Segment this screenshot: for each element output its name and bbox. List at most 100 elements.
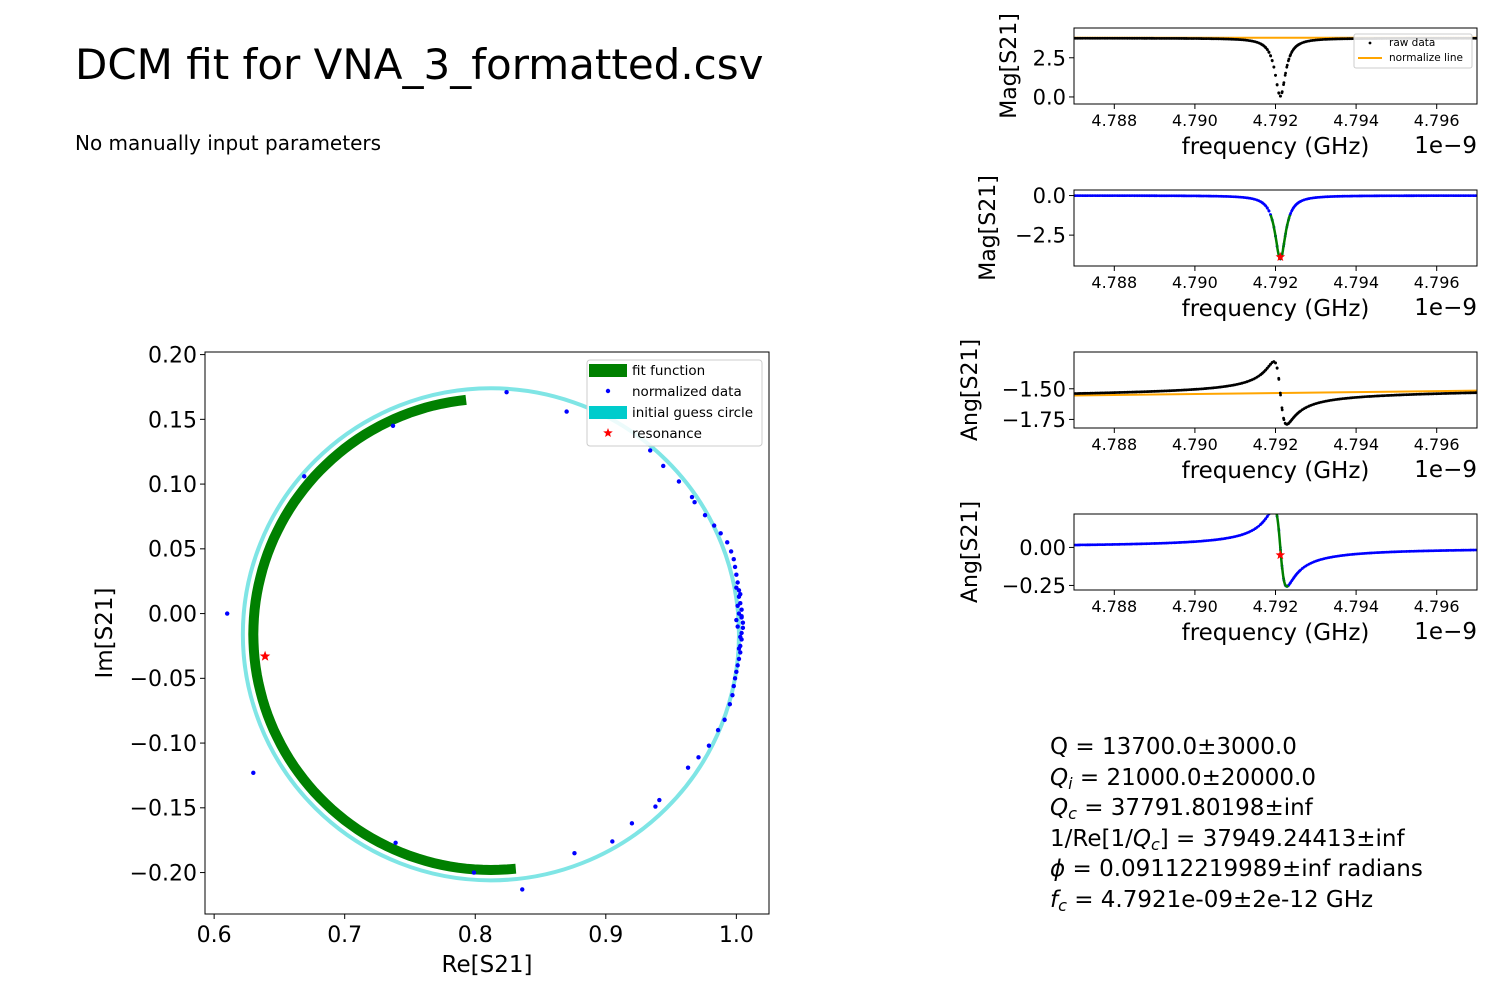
normalized-data-point [564, 409, 569, 414]
normalized-data-point [657, 797, 662, 803]
normalized-data-point [736, 646, 742, 651]
normalized-data-point [734, 585, 739, 590]
normalized-data-point [702, 512, 708, 518]
normalized-data-point [504, 389, 509, 395]
y-tick-label: 0.20 [148, 344, 197, 369]
y-axis-label: Im[S21] [92, 587, 118, 678]
y-tick-label: 2.5 [1033, 46, 1066, 70]
normalized-data-point [732, 676, 738, 681]
x-axis-label: Re[S21] [442, 952, 533, 978]
mag_raw-data-point [1272, 65, 1276, 69]
x-tick-label: 4.792 [1253, 597, 1299, 616]
ang_raw-data-point [1274, 361, 1277, 365]
result-qc: Qc = 37791.80198±inf [1050, 795, 1313, 823]
ang_norm-data-point [1261, 520, 1265, 524]
normalized-data-point [685, 765, 691, 770]
y-tick-label: −0.25 [1002, 574, 1066, 598]
mag_raw-data-point [1288, 54, 1292, 58]
mag_raw-data-point [1298, 42, 1302, 46]
mag_raw-data-point [1285, 65, 1289, 69]
ang_norm-data-point [1290, 579, 1294, 583]
x-tick-label: 4.796 [1414, 111, 1460, 130]
y-tick-label: 0.0 [1033, 86, 1066, 110]
mag_norm-data-point [1291, 206, 1295, 210]
x-axis-label: frequency (GHz) [1182, 134, 1370, 160]
ang_norm-fit-line [1275, 514, 1290, 588]
figure-subtitle: No manually input parameters [75, 131, 382, 155]
normalized-data-point [722, 717, 727, 722]
x-tick-label: 0.9 [588, 923, 623, 948]
normalized-data-point [735, 580, 740, 585]
result-q: Q = 13700.0±3000.0 [1050, 734, 1297, 760]
result-qi: Qi = 21000.0±20000.0 [1050, 764, 1316, 793]
normalized-data-point [731, 683, 736, 689]
ang_norm-data-point [1274, 509, 1277, 512]
y-tick-label: −0.20 [130, 861, 197, 886]
mag_raw-data-point [1274, 73, 1277, 77]
y-tick-label: 0.15 [148, 408, 197, 433]
iq-frame [204, 351, 770, 915]
ang_raw-data-point [1298, 410, 1302, 414]
mag-raw-legend-box [1353, 33, 1473, 69]
mag_raw-data-point [1291, 48, 1295, 52]
normalized-data-point [731, 556, 736, 562]
ang_raw-data-point [1266, 366, 1269, 370]
y-tick-label: −1.50 [1002, 377, 1066, 401]
mag_raw-data-point [1278, 94, 1282, 98]
x-axis-label: frequency (GHz) [1182, 620, 1370, 646]
x-tick-label: 4.792 [1253, 111, 1299, 130]
y-tick-label: −0.15 [130, 797, 197, 822]
y-tick-label: 0.05 [148, 538, 197, 563]
ang_norm-data-point [1293, 574, 1297, 578]
y-axis-label: Ang[S21] [958, 339, 983, 441]
ang_raw-data-point [1278, 391, 1282, 395]
mag_norm-data-point [1298, 200, 1302, 204]
y-tick-label: 0.00 [1019, 536, 1066, 560]
mag_raw-data-point [1264, 46, 1268, 50]
ang_raw-data-point [1288, 420, 1292, 424]
ang_norm-data-point [1264, 517, 1268, 520]
legend-raw-swatch [1368, 41, 1372, 45]
x-tick-label: 4.790 [1172, 273, 1218, 292]
legend-label: resonance [632, 426, 702, 442]
normalized-data-point [689, 494, 695, 500]
normalized-data-point [739, 607, 744, 612]
ang_norm-data-point [1274, 509, 1277, 512]
mag_raw-data-point [1284, 71, 1287, 75]
resonance-marker [259, 650, 271, 661]
mag_norm-data-point [1264, 204, 1268, 208]
y-tick-label: −1.75 [1002, 408, 1066, 432]
normalized-data-point [224, 611, 230, 616]
ang_raw-data-point [1291, 416, 1295, 420]
normalized-data-point [647, 448, 653, 453]
y-tick-label: −0.05 [130, 667, 197, 692]
legend-normalized-swatch [605, 388, 611, 394]
normalized-data-point [572, 850, 577, 856]
normalized-data-point [732, 564, 738, 570]
initial-guess-circle [240, 386, 741, 883]
axis-offset-text: 1e−9 [1414, 457, 1477, 483]
mag_raw-data-point [1283, 73, 1287, 77]
ang_norm-data-point [1298, 569, 1302, 573]
x-tick-label: 1.0 [719, 923, 754, 948]
mag_norm-data-point [1267, 209, 1271, 213]
normalized-data-point [730, 692, 735, 698]
normalized-data-point [692, 500, 697, 505]
x-tick-label: 4.790 [1172, 111, 1218, 130]
y-tick-label: 0.10 [148, 473, 197, 498]
ang_raw-data-point [1282, 416, 1285, 420]
x-tick-label: 4.796 [1414, 435, 1460, 454]
normalized-data-point [740, 620, 746, 625]
x-tick-label: 0.8 [458, 923, 493, 948]
x-tick-label: 4.788 [1091, 273, 1137, 292]
normalized-data-point [725, 540, 730, 545]
normalized-data-point [736, 611, 742, 616]
ang_raw-data-point [1275, 366, 1279, 370]
legend-guess-swatch [589, 406, 627, 419]
normalized-data-point [520, 887, 525, 892]
x-tick-label: 4.794 [1333, 597, 1379, 616]
legend-label: raw data [1389, 37, 1435, 49]
normalized-data-point [738, 634, 743, 640]
ang_norm-data-point [1266, 514, 1269, 518]
ang_norm-resonance-marker [1275, 550, 1286, 560]
